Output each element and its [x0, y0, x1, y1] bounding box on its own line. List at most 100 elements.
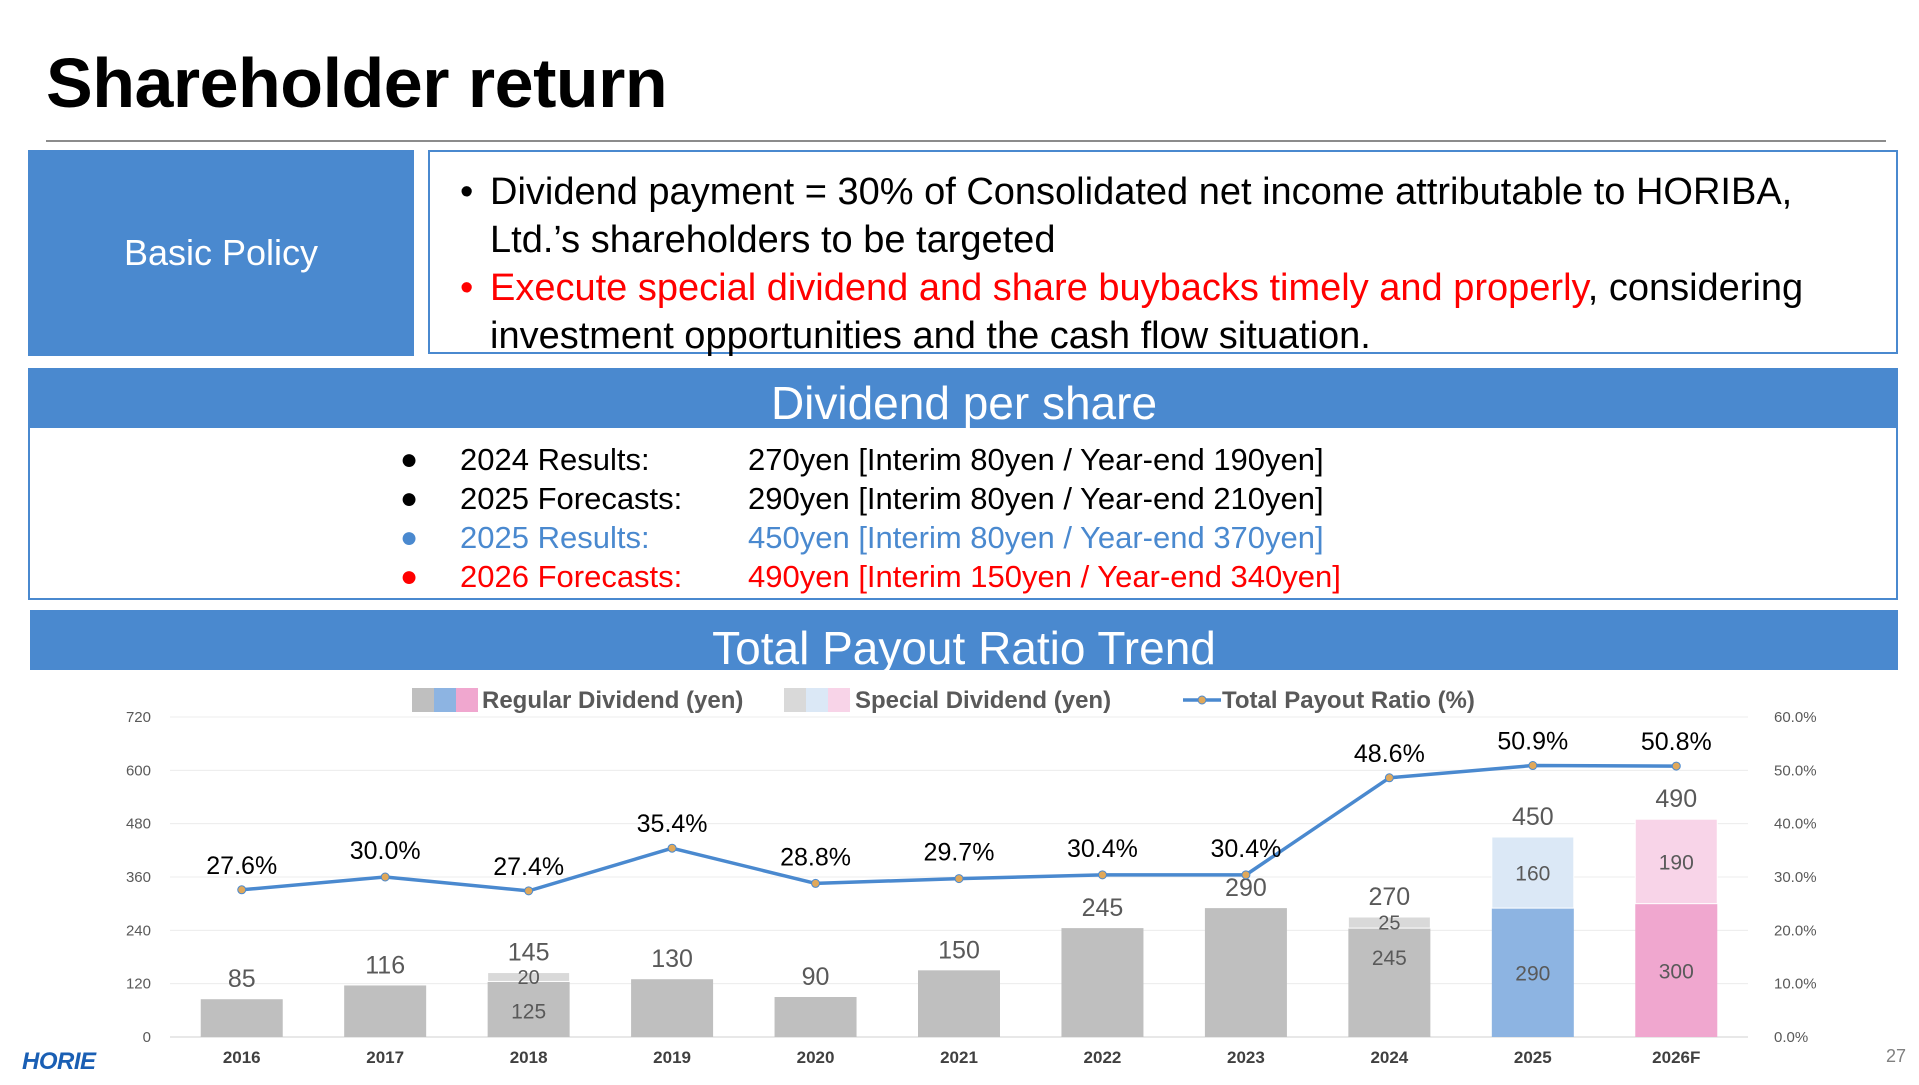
company-logo: HORIE — [22, 1048, 96, 1075]
policy-text-2-highlight: Execute special dividend and share buyba… — [490, 267, 1588, 309]
payout-ratio-label: 30.0% — [350, 837, 421, 865]
legend-label-ratio: Total Payout Ratio (%) — [1222, 687, 1475, 714]
special-dividend-bar — [1347, 916, 1431, 929]
policy-bullet-2: • Execute special dividend and share buy… — [460, 264, 1876, 360]
dps-row: ● 2025 Results: 450yen [Interim 80yen / Ye… — [400, 518, 1341, 557]
dps-row-label: 2024 Results: — [460, 441, 650, 477]
payout-trend-heading: Total Payout Ratio Trend — [30, 610, 1898, 674]
total-dividend-label: 116 — [365, 951, 405, 979]
title-divider — [46, 140, 1886, 142]
payout-ratio-label: 28.8% — [780, 843, 851, 871]
legend-label-special: Special Dividend (yen) — [855, 687, 1111, 714]
regular-dividend-bar — [344, 985, 427, 1037]
payout-ratio-point — [1528, 761, 1538, 771]
total-dividend-label: 245 — [1082, 894, 1124, 922]
dps-row-value: 450yen [Interim 80yen / Year-end 370yen] — [748, 519, 1324, 555]
policy-text-2: Execute special dividend and share buyba… — [490, 264, 1876, 360]
basic-policy-box: • Dividend payment = 30% of Consolidated… — [428, 150, 1898, 357]
legend-swatch-special — [784, 688, 806, 712]
total-dividend-label: 85 — [228, 965, 256, 993]
page-number: 27 — [1886, 1046, 1907, 1066]
dps-row-value: 490yen [Interim 150yen / Year-end 340yen… — [748, 558, 1341, 594]
y2-axis-tick-label: 20.0% — [1774, 922, 1817, 939]
special-dividend-label: 25 — [1378, 913, 1400, 935]
regular-dividend-bar — [1635, 903, 1718, 1037]
y-axis-tick-label: 120 — [126, 976, 151, 993]
special-dividend-bar — [1491, 836, 1575, 909]
x-axis-category-label: 2021 — [940, 1048, 978, 1067]
dividend-per-share-list: ● 2024 Results: 270yen [Interim 80yen / Ye… — [400, 440, 1341, 596]
payout-ratio-point — [237, 885, 247, 895]
x-axis-category-label: 2018 — [510, 1048, 548, 1067]
total-dividend-label: 450 — [1512, 803, 1554, 831]
special-dividend-bar — [487, 972, 571, 982]
dps-row-label: 2025 Results: — [460, 519, 650, 555]
y2-axis-tick-label: 0.0% — [1774, 1029, 1808, 1046]
x-axis-category-label: 2026F — [1652, 1048, 1700, 1067]
payout-ratio-point — [954, 874, 964, 884]
payout-ratio-point — [667, 843, 677, 853]
payout-ratio-label: 30.4% — [1067, 835, 1138, 863]
y2-axis-tick-label: 10.0% — [1774, 976, 1817, 993]
bullet-dot-icon: ● — [400, 442, 419, 476]
x-axis-category-label: 2022 — [1084, 1048, 1122, 1067]
bullet-dot-icon: ● — [400, 520, 419, 554]
y-axis-tick-label: 240 — [126, 922, 151, 939]
payout-ratio-point — [811, 878, 821, 888]
dps-row: ● 2024 Results: 270yen [Interim 80yen / Ye… — [400, 440, 1341, 479]
payout-ratio-point — [380, 872, 390, 882]
regular-dividend-bar — [487, 981, 570, 1037]
regular-dividend-label: 125 — [511, 1000, 546, 1023]
payout-ratio-label: 35.4% — [637, 810, 708, 838]
regular-dividend-bar — [774, 997, 857, 1037]
x-axis-category-label: 2023 — [1227, 1048, 1265, 1067]
total-dividend-label: 130 — [651, 945, 693, 973]
y-axis-tick-label: 480 — [126, 816, 151, 833]
basic-policy-label: Basic Policy — [28, 150, 414, 356]
policy-bullet-1: • Dividend payment = 30% of Consolidated… — [460, 168, 1876, 264]
total-dividend-label: 490 — [1655, 785, 1697, 813]
x-axis-category-label: 2024 — [1370, 1048, 1408, 1067]
dps-row-value: 290yen [Interim 80yen / Year-end 210yen] — [748, 480, 1324, 516]
payout-ratio-chart: 0 120 240 360 480 600 720 0.0% 10.0% 20.0% 30.0% 40… — [0, 680, 1919, 1080]
y-axis-tick-label: 360 — [126, 869, 151, 886]
regular-dividend-label: 300 — [1659, 960, 1694, 983]
y-axis-tick-label: 720 — [126, 709, 151, 726]
regular-dividend-bar — [200, 999, 283, 1037]
payout-ratio-label: 29.7% — [924, 839, 995, 867]
dps-row-label: 2026 Forecasts: — [460, 558, 683, 594]
total-dividend-label: 270 — [1369, 883, 1411, 911]
regular-dividend-label: 290 — [1515, 963, 1550, 986]
payout-ratio-point — [1384, 773, 1394, 783]
legend-swatch-regular — [412, 688, 434, 712]
payout-ratio-point — [524, 886, 534, 896]
payout-ratio-chart-svg: 0 120 240 360 480 600 720 0.0% 10.0% 20.0% 30.0% 40… — [126, 687, 1817, 1067]
total-dividend-label: 90 — [802, 963, 830, 991]
regular-dividend-bar — [1348, 928, 1431, 1037]
policy-text-2-rest: , considering investment opportunities a… — [490, 267, 1804, 357]
dps-row: ● 2025 Forecasts: 290yen [Interim 80yen / … — [400, 479, 1341, 518]
y-axis-tick-label: 0 — [143, 1029, 151, 1046]
legend-swatch-regular — [456, 688, 478, 712]
x-axis-category-label: 2019 — [653, 1048, 691, 1067]
payout-ratio-label: 30.4% — [1210, 835, 1281, 863]
payout-ratio-point — [1241, 870, 1251, 880]
bullet-dot-icon: ● — [400, 559, 419, 593]
payout-ratio-label: 50.9% — [1497, 728, 1568, 756]
page-title: Shareholder return — [46, 44, 668, 122]
special-dividend-label: 20 — [518, 967, 540, 989]
legend-label-regular: Regular Dividend (yen) — [482, 687, 743, 714]
bullet-icon: • — [460, 171, 474, 213]
payout-ratio-point — [1097, 870, 1107, 880]
payout-ratio-label: 27.4% — [493, 853, 564, 881]
x-axis-category-label: 2016 — [223, 1048, 261, 1067]
bullet-icon: • — [460, 267, 474, 309]
total-dividend-label: 150 — [938, 936, 980, 964]
regular-dividend-bar — [1204, 908, 1287, 1037]
y2-axis-tick-label: 40.0% — [1774, 816, 1817, 833]
special-dividend-label: 190 — [1659, 851, 1694, 874]
regular-dividend-bar — [631, 979, 714, 1037]
total-dividend-label: 145 — [508, 939, 550, 967]
x-axis-category-label: 2017 — [366, 1048, 404, 1067]
y2-axis-tick-label: 50.0% — [1774, 762, 1817, 779]
